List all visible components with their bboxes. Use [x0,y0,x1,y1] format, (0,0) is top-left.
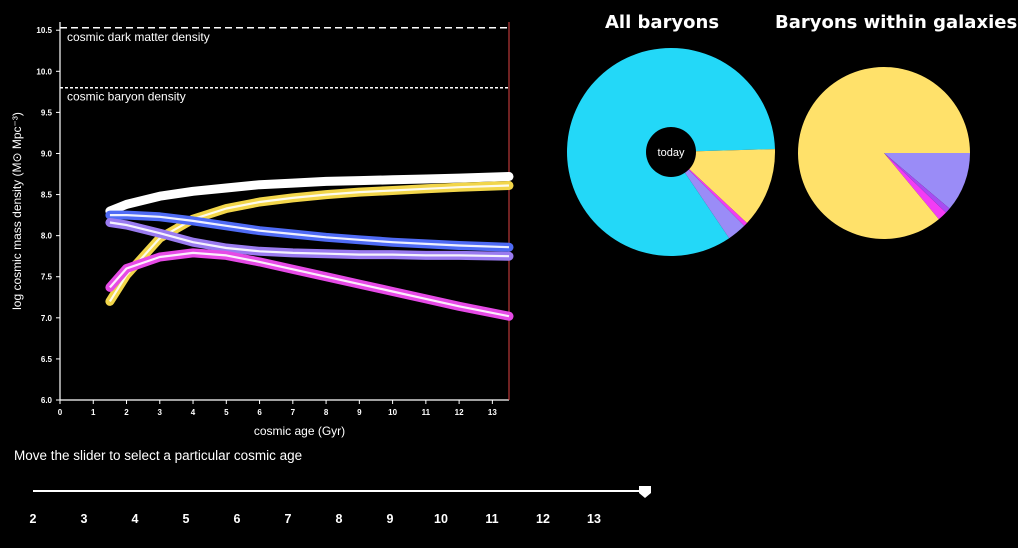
x-tick-label: 1 [91,408,96,417]
slider-tick-label: 13 [587,512,601,526]
x-tick-label: 2 [124,408,129,417]
pie-galaxy-baryons-slice [884,153,946,220]
pie-all-baryons-slice [671,149,776,223]
series-line [109,221,510,258]
slider-tick-label: 3 [80,512,88,526]
slider-tick-label: 11 [485,512,499,526]
reference-line-label: cosmic dark matter density [67,30,210,44]
slider-tick-label: 9 [386,512,394,526]
y-tick-label: 8.0 [41,232,53,241]
y-tick-label: 8.5 [41,191,53,200]
x-tick-label: 3 [158,408,163,417]
y-tick-label: 9.5 [41,108,53,117]
x-tick-label: 12 [455,408,464,417]
pie-title-all-baryons: All baryons [605,12,720,33]
slider-tick-label: 8 [335,512,343,526]
y-tick-label: 9.0 [41,149,53,158]
y-axis-label: log cosmic mass density (M⊙ Mpc⁻³) [10,112,24,310]
y-tick-label: 6.5 [41,355,53,364]
x-axis-label: cosmic age (Gyr) [254,424,345,438]
slider-tick-label: 4 [131,512,139,526]
series-line [108,184,510,302]
pie-all-baryons-slice [671,152,745,239]
x-tick-label: 4 [191,408,196,417]
series-band [105,248,514,321]
x-tick-label: 8 [324,408,329,417]
series-line [109,251,510,318]
slider-thumb[interactable] [638,485,652,499]
slider-tick-label: 5 [182,512,190,526]
x-tick-label: 0 [58,408,63,417]
slider-tick-label: 7 [284,512,292,526]
reference-line-label: cosmic baryon density [67,90,186,104]
pie-galaxy-baryons-slice [884,153,970,209]
pie-galaxy-baryons-slice [884,153,950,213]
slider-tick-label: 12 [536,512,550,526]
series-line [109,175,510,213]
x-tick-label: 13 [488,408,497,417]
pie-all-baryons-slice [671,152,748,226]
x-tick-label: 5 [224,408,229,417]
y-tick-label: 7.0 [41,314,53,323]
slider-instruction: Move the slider to select a particular c… [14,448,303,463]
pie-center-label: today [658,147,685,159]
slider-tick-label: 6 [233,512,241,526]
slider-track[interactable] [33,490,645,492]
series-line [109,214,510,249]
y-tick-label: 6.0 [41,396,53,405]
x-tick-label: 11 [422,408,431,417]
x-tick-label: 6 [257,408,262,417]
y-tick-label: 7.5 [41,273,53,282]
x-tick-label: 9 [357,408,362,417]
cosmic-age-slider[interactable]: 2 3 4 5 6 7 8 9 10 11 12 13 [0,478,700,548]
pie-galaxy-baryons-slice [798,66,970,239]
slider-tick-label: 2 [29,512,37,526]
pie-center-hole [646,127,696,177]
x-tick-label: 10 [388,408,397,417]
y-tick-label: 10.5 [36,26,52,35]
x-tick-label: 7 [291,408,296,417]
pie-title-galaxy-baryons: Baryons within galaxies [775,12,1018,33]
y-tick-label: 10.0 [36,67,52,76]
slider-tick-label: 10 [434,512,448,526]
